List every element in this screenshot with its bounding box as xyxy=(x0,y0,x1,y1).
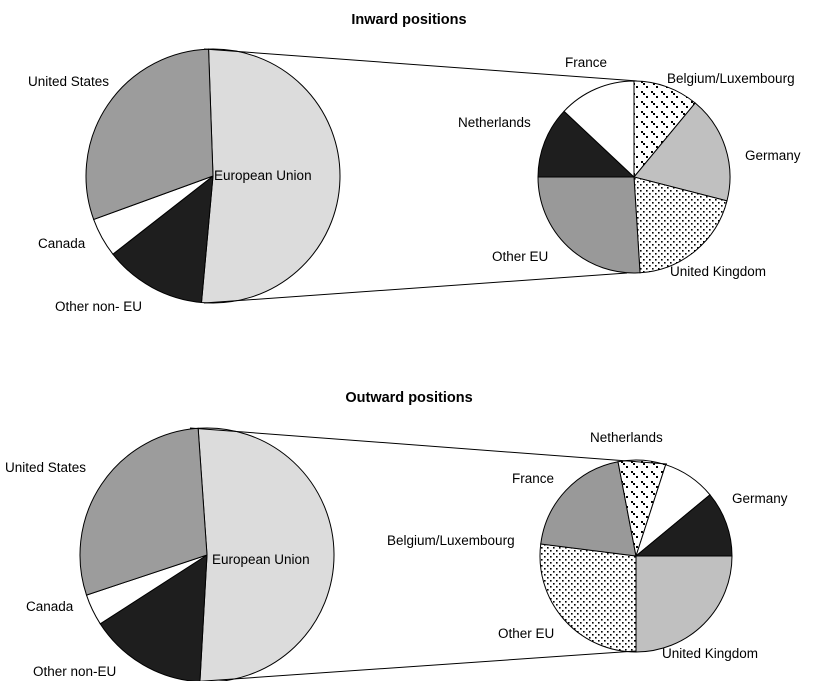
outward-label-other-eu: Other EU xyxy=(498,626,554,641)
outward-label-united-kingdom: United Kingdom xyxy=(662,646,758,661)
outward-chart: Outward positions European Union United … xyxy=(5,390,788,681)
inward-eu-breakdown-pie xyxy=(537,80,731,274)
outward-title: Outward positions xyxy=(345,390,472,406)
inward-main-slice-united-states xyxy=(85,48,214,221)
outward-connector-lines xyxy=(189,427,668,681)
inward-label-other-non-eu: Other non- EU xyxy=(55,299,142,314)
inward-title: Inward positions xyxy=(351,12,466,28)
outward-label-france: France xyxy=(512,471,554,486)
outward-connector-bottom xyxy=(197,650,637,681)
outward-main-slice-other-non-eu xyxy=(99,554,208,681)
outward-label-germany: Germany xyxy=(732,491,788,506)
outward-label-belgium-luxembourg: Belgium/Luxembourg xyxy=(387,533,515,548)
outward-label-united-states: United States xyxy=(5,460,86,475)
inward-label-other-eu: Other EU xyxy=(492,249,548,264)
inward-label-netherlands: Netherlands xyxy=(458,115,531,130)
inward-label-united-kingdom: United Kingdom xyxy=(670,264,766,279)
inward-label-france: France xyxy=(565,55,607,70)
inward-connector-top xyxy=(203,48,638,82)
outward-sub-slice-united-kingdom xyxy=(539,543,637,653)
inward-connector-bottom xyxy=(203,272,628,304)
outward-label-netherlands: Netherlands xyxy=(590,430,663,445)
outward-main-slice-united-states xyxy=(79,427,208,596)
inward-sub-slice-united-kingdom xyxy=(633,176,728,274)
outward-label-european-union: European Union xyxy=(212,552,310,567)
outward-label-canada: Canada xyxy=(26,599,74,614)
inward-connector-lines xyxy=(203,48,638,304)
outward-eu-breakdown-pie xyxy=(539,459,733,653)
inward-labels: European Union United States Canada Othe… xyxy=(28,55,801,314)
outward-main-pie xyxy=(79,427,335,681)
inward-main-slice-european-union xyxy=(200,48,341,304)
outward-label-other-non-eu: Other non-EU xyxy=(33,664,116,679)
inward-label-european-union: European Union xyxy=(214,168,312,183)
inward-label-germany: Germany xyxy=(745,148,801,163)
outward-connector-top xyxy=(189,427,668,465)
outward-sub-slice-netherlands xyxy=(634,494,733,557)
outward-sub-slice-other-eu xyxy=(540,461,637,557)
inward-sub-slice-other-eu xyxy=(537,176,641,274)
inward-label-united-states: United States xyxy=(28,74,109,89)
inward-sub-slice-netherlands xyxy=(537,110,636,178)
inward-main-slice-other-non-eu xyxy=(112,174,214,304)
outward-labels: European Union United States Canada Othe… xyxy=(5,430,788,679)
inward-sub-slice-germany xyxy=(633,102,731,202)
inward-chart: Inward positions European Union United S… xyxy=(28,12,801,314)
outward-sub-slice-germany xyxy=(635,555,733,653)
outward-main-slice-european-union xyxy=(197,427,335,681)
inward-main-pie xyxy=(85,48,341,304)
inward-label-belgium-luxembourg: Belgium/Luxembourg xyxy=(667,71,795,86)
inward-label-canada: Canada xyxy=(38,236,86,251)
inward-sub-slice-france xyxy=(563,80,635,179)
